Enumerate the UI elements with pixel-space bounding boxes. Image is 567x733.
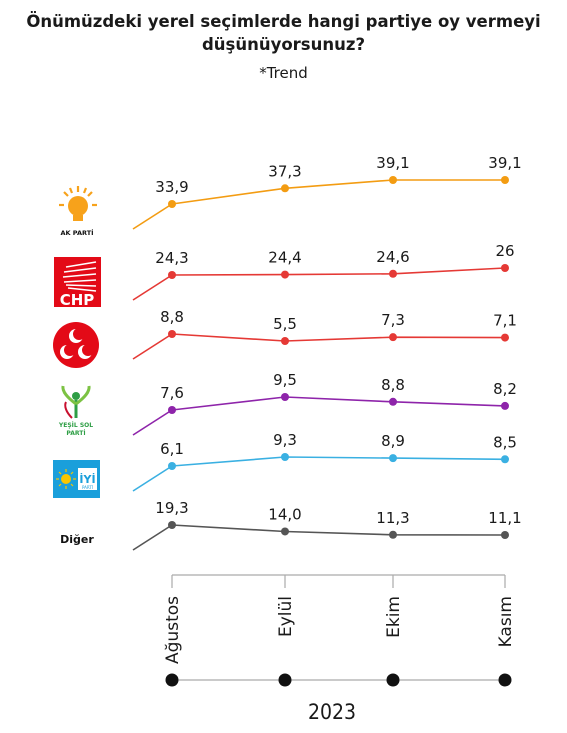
chart-title: Önümüzdeki yerel seçimlerde hangi partiy… <box>0 10 567 56</box>
data-label: 24,3 <box>155 249 188 267</box>
series-line <box>171 267 506 276</box>
data-label: 8,8 <box>160 308 184 326</box>
timeline-dot <box>498 673 512 687</box>
data-label: 7,3 <box>381 311 405 329</box>
logo-akp: AK PARTİ <box>59 186 97 237</box>
data-label: 11,1 <box>488 509 521 527</box>
lightbulb-icon <box>59 186 97 221</box>
data-label: 33,9 <box>155 178 188 196</box>
timeline-dot <box>165 673 179 687</box>
series-line <box>171 456 506 467</box>
data-point <box>389 530 397 539</box>
x-tick-label: Kasım <box>496 596 516 647</box>
data-point <box>389 269 397 278</box>
data-label: 8,2 <box>493 380 517 398</box>
data-label: 24,6 <box>376 248 409 266</box>
logo-iyi-text: İYİ <box>79 472 95 486</box>
data-label: 11,3 <box>376 509 409 527</box>
green-figure-icon <box>61 385 91 419</box>
data-point <box>389 454 397 463</box>
series-lead-line <box>132 465 173 492</box>
data-point <box>168 521 176 529</box>
x-tick-label: Eylül <box>276 596 296 637</box>
series-line <box>171 396 506 411</box>
logo-ysp: YEŞİL SOL PARTİ <box>58 385 93 437</box>
series-chp: 24,3 24,4 24,6 26 <box>132 242 515 301</box>
series-akp: 33,9 37,3 39,1 39,1 <box>132 154 522 230</box>
title-line-2: düşünüyorsunuz? <box>201 35 366 54</box>
data-point <box>281 453 289 461</box>
data-point <box>168 330 176 338</box>
title-line-1: Önümüzdeki yerel seçimlerde hangi partiy… <box>26 12 541 31</box>
data-label: 26 <box>495 242 514 260</box>
data-point <box>389 397 397 406</box>
logo-mhp <box>53 322 99 368</box>
series-lead-line <box>132 203 173 230</box>
chart-subtitle: *Trend <box>259 64 308 82</box>
data-label: 39,1 <box>488 154 521 172</box>
series-line <box>171 524 506 536</box>
data-point <box>168 200 176 208</box>
data-point <box>168 406 176 414</box>
logo-chp: CHP <box>54 257 101 309</box>
data-label: 5,5 <box>273 315 297 333</box>
data-label: 39,1 <box>376 154 409 172</box>
data-point <box>501 264 509 272</box>
series-diger: 19,3 14,0 11,3 11,1 <box>132 499 522 551</box>
x-axis: Ağustos Eylül Ekim Kasım <box>163 574 516 687</box>
data-point <box>281 393 289 401</box>
data-point <box>501 176 509 184</box>
logo-iyi-subtext: PARTİ <box>82 485 93 490</box>
six-arrows-icon <box>62 261 97 292</box>
data-label: 19,3 <box>155 499 188 517</box>
logo-diger-text: Diğer <box>60 533 94 546</box>
data-point <box>281 337 289 345</box>
logo-ysp-text-1: YEŞİL SOL <box>58 422 93 429</box>
series-lead-line <box>132 333 173 360</box>
data-point <box>389 333 397 342</box>
data-label: 6,1 <box>160 440 184 458</box>
series-line <box>171 179 505 205</box>
timeline-dot <box>386 673 400 687</box>
data-label: 9,5 <box>273 371 297 389</box>
logo-akp-text: AK PARTİ <box>60 228 93 237</box>
sun-icon <box>56 469 76 489</box>
logo-chp-text: CHP <box>60 291 95 309</box>
data-point <box>168 462 176 470</box>
series-lead-line <box>132 274 173 301</box>
series-line <box>171 333 506 342</box>
data-point <box>281 270 289 279</box>
data-point <box>281 184 289 193</box>
data-label: 7,6 <box>160 384 184 402</box>
data-point <box>501 455 509 464</box>
data-label: 8,9 <box>381 432 405 450</box>
series-mhp: 8,8 5,5 7,3 7,1 <box>132 308 517 360</box>
series-lead-line <box>132 409 173 436</box>
series-ysp: 7,6 9,5 8,8 8,2 <box>132 371 517 436</box>
data-label: 8,5 <box>493 433 517 451</box>
data-point <box>281 527 289 536</box>
data-point <box>168 271 176 279</box>
data-point <box>501 401 509 410</box>
three-crescents-icon <box>60 328 94 359</box>
series-iyi: 6,1 9,3 8,9 8,5 <box>132 431 517 492</box>
x-tick-label: Ağustos <box>163 596 183 664</box>
series-layer: 33,9 37,3 39,1 39,1 24,3 24,4 24,6 26 8,8 5,5 7,3 7… <box>132 154 522 551</box>
data-label: 37,3 <box>268 162 301 180</box>
data-point <box>501 531 509 539</box>
x-tick-label: Ekim <box>384 596 404 638</box>
data-label: 9,3 <box>273 431 297 449</box>
series-lead-line <box>132 524 173 551</box>
logo-ysp-text-2: PARTİ <box>66 430 85 437</box>
data-label: 24,4 <box>268 249 301 267</box>
data-label: 7,1 <box>493 312 517 330</box>
data-label: 14,0 <box>268 505 301 523</box>
year-label: 2023 <box>307 700 357 724</box>
data-point <box>389 176 397 184</box>
logo-iyi: İYİ PARTİ <box>53 460 100 498</box>
timeline-dot <box>278 673 292 687</box>
data-label: 8,8 <box>381 376 405 394</box>
data-point <box>501 333 509 342</box>
